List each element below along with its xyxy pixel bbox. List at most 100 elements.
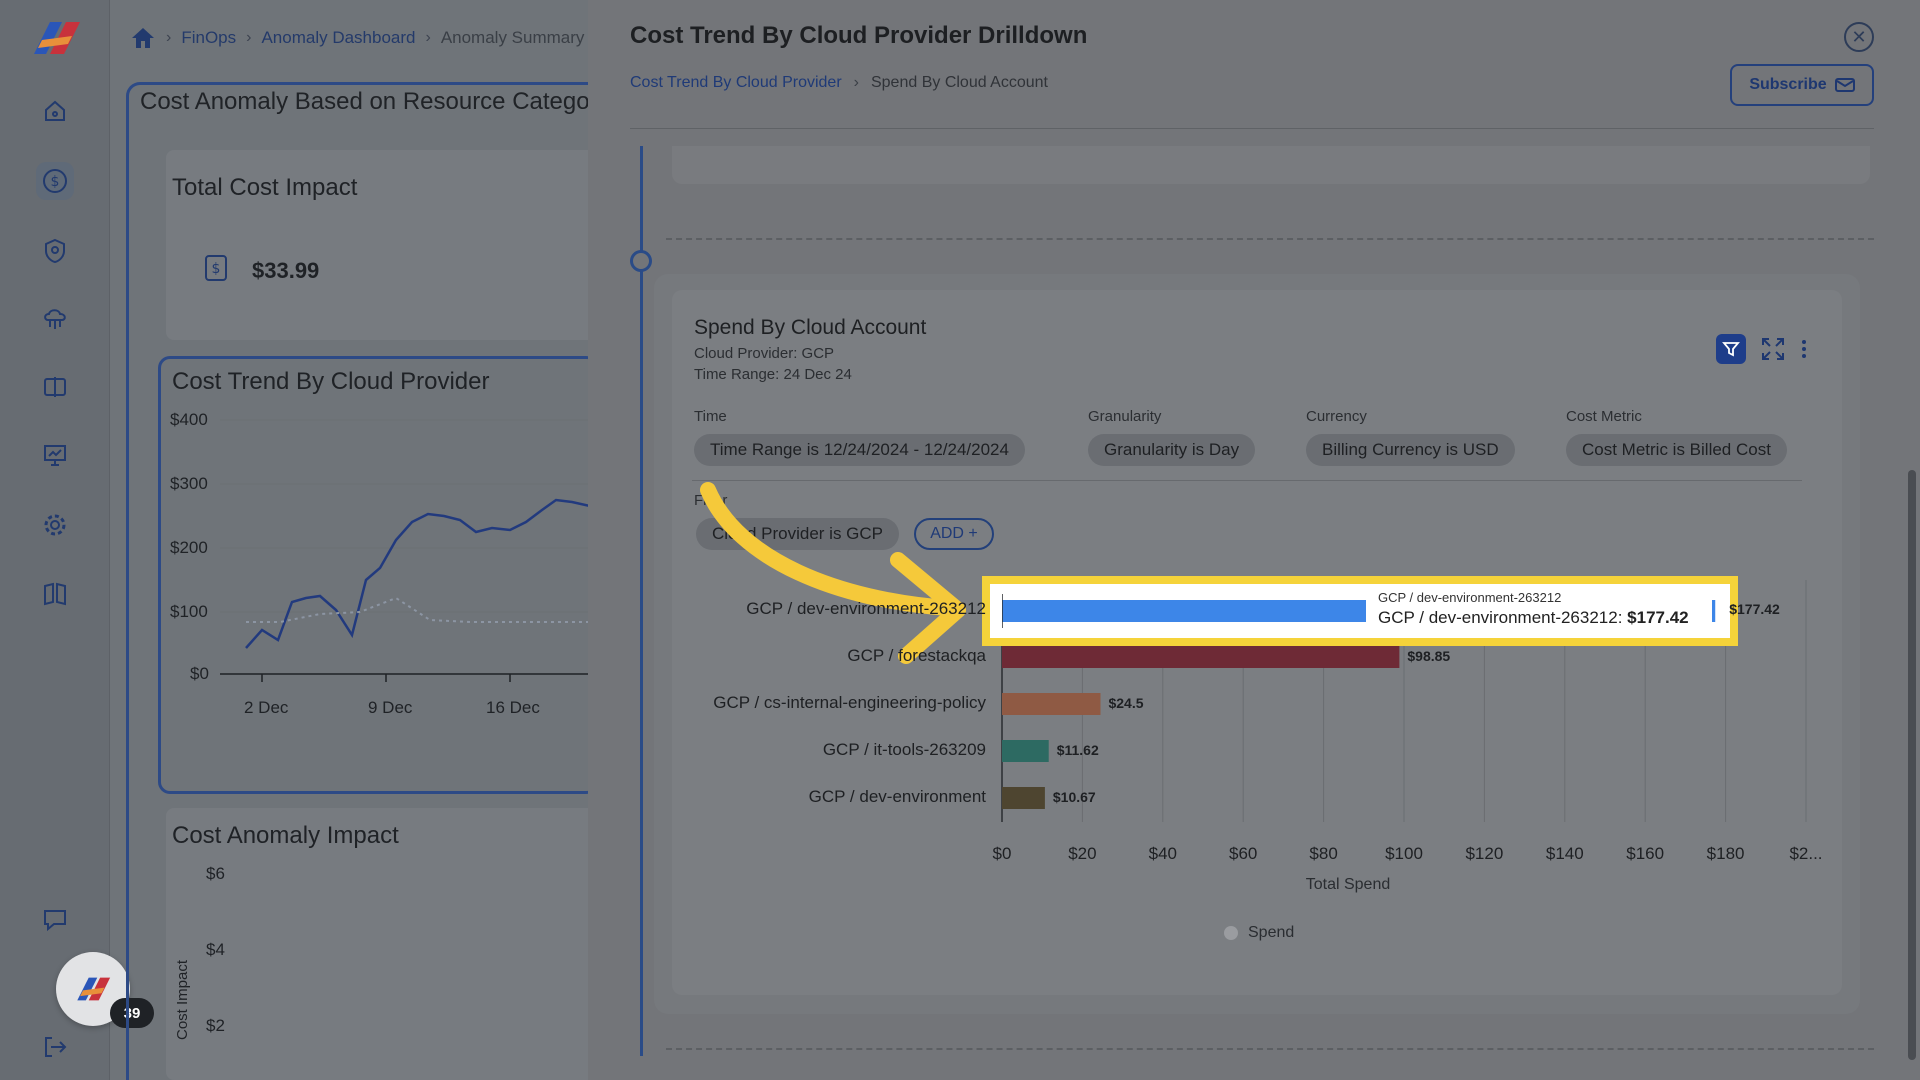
y-axis-label: Cost Impact — [174, 959, 191, 1040]
resource-category-panel — [126, 82, 596, 1080]
x-tick-label: $180 — [1706, 844, 1745, 863]
cost-trend-card[interactable] — [158, 356, 598, 794]
drawer-breadcrumb: Cost Trend By Cloud Provider › Spend By … — [630, 74, 1048, 92]
home-icon[interactable] — [36, 92, 74, 130]
more-vertical-icon[interactable] — [1798, 336, 1810, 362]
shield-icon[interactable] — [36, 232, 74, 270]
value-label: $98.85 — [1407, 648, 1451, 664]
x-tick-label: $2... — [1789, 844, 1823, 863]
cloud-network-icon[interactable] — [36, 300, 74, 338]
bar[interactable] — [1002, 693, 1101, 715]
total-cost-value: $33.99 — [252, 258, 320, 283]
gear-icon[interactable] — [36, 506, 74, 544]
anomaly-impact-title: Cost Anomaly Impact — [172, 822, 399, 849]
svg-text:$: $ — [51, 174, 60, 190]
breadcrumb-anomaly-dashboard[interactable]: Anomaly Dashboard — [261, 28, 416, 47]
crumb-cost-trend[interactable]: Cost Trend By Cloud Provider — [630, 74, 842, 91]
dashed-divider — [666, 238, 1874, 240]
bar-tooltip: GCP / dev-environment-263212 GCP / dev-e… — [1366, 584, 1712, 638]
timeline-line — [640, 146, 643, 1056]
bar[interactable] — [1002, 740, 1049, 762]
x-tick: 16 Dec — [486, 698, 540, 717]
panel-title: Cost Anomaly Based on Resource Category — [140, 88, 610, 115]
presentation-icon[interactable] — [36, 436, 74, 474]
expand-icon[interactable] — [1760, 336, 1786, 362]
assistant-logo-icon — [77, 977, 111, 1001]
value-label: $177.42 — [1729, 601, 1780, 617]
total-cost-title: Total Cost Impact — [172, 174, 358, 201]
dollar-icon[interactable]: $ — [36, 162, 74, 200]
y-tick: $6 — [206, 864, 225, 883]
drilldown-drawer: Cost Trend By Cloud Provider Drilldown ✕… — [588, 0, 1920, 1080]
legend-marker — [1224, 926, 1238, 940]
time-range-chip[interactable]: Time Range is 12/24/2024 - 12/24/2024 — [694, 434, 1025, 466]
tooltip-value: $177.42 — [1627, 608, 1689, 627]
value-label: $11.62 — [1056, 742, 1099, 758]
filter-button[interactable] — [1716, 334, 1746, 364]
previous-chart-card — [672, 146, 1870, 184]
trend-line-chart — [220, 419, 590, 682]
split-view-icon[interactable] — [36, 368, 74, 406]
book-icon[interactable] — [36, 574, 74, 612]
bar[interactable] — [1002, 646, 1400, 668]
x-tick-label: $20 — [1068, 844, 1097, 863]
money-receipt-icon: $ — [205, 255, 227, 281]
legend-label: Spend — [1248, 924, 1295, 941]
x-tick-label: $0 — [992, 844, 1012, 863]
y-tick: $200 — [170, 538, 208, 557]
time-filter-label: Time — [694, 408, 727, 425]
logout-icon[interactable] — [36, 1028, 74, 1066]
x-tick-label: $140 — [1545, 844, 1584, 863]
y-tick: $0 — [190, 664, 209, 683]
filter-divider — [692, 480, 1802, 481]
y-tick: $400 — [170, 410, 208, 429]
granularity-chip[interactable]: Granularity is Day — [1088, 434, 1256, 466]
chat-icon[interactable] — [36, 900, 74, 938]
trend-series-line — [245, 498, 590, 649]
close-button[interactable]: ✕ — [1844, 22, 1874, 52]
x-tick-label: $40 — [1148, 844, 1177, 863]
granularity-label: Granularity — [1088, 408, 1162, 425]
timeline-node[interactable] — [630, 250, 652, 272]
category-label: GCP / dev-environment-263212 — [746, 599, 986, 618]
cloud-provider-subtitle: Cloud Provider: GCP — [694, 345, 835, 362]
chevron-right-icon: › — [853, 74, 859, 91]
sidebar: $ — [0, 0, 110, 1080]
category-label: GCP / it-tools-263209 — [822, 740, 986, 759]
currency-chip[interactable]: Billing Currency is USD — [1306, 434, 1515, 466]
total-cost-card — [166, 150, 606, 340]
subscribe-label: Subscribe — [1749, 76, 1827, 93]
dashboard-background: › FinOps › Anomaly Dashboard › Anomaly S… — [110, 0, 610, 1080]
time-range-subtitle: Time Range: 24 Dec 24 — [694, 366, 852, 383]
app-logo[interactable] — [28, 18, 84, 58]
anomaly-impact-card — [166, 808, 606, 1080]
chevron-right-icon: › — [246, 29, 252, 46]
x-tick-label: $80 — [1309, 844, 1338, 863]
chevron-right-icon: › — [425, 29, 431, 46]
chart-legend[interactable]: Spend — [1224, 924, 1294, 942]
drawer-title: Cost Trend By Cloud Provider Drilldown — [630, 22, 1088, 49]
trend-baseline-line — [246, 596, 590, 623]
x-tick-label: $120 — [1465, 844, 1504, 863]
x-tick-label: $60 — [1229, 844, 1258, 863]
x-tick: 2 Dec — [244, 698, 289, 717]
tooltip-body: GCP / dev-environment-263212: $177.42 — [1378, 608, 1689, 628]
close-icon: ✕ — [1851, 26, 1867, 47]
cost-trend-title: Cost Trend By Cloud Provider — [172, 368, 490, 395]
y-tick: $300 — [170, 474, 208, 493]
breadcrumb: › FinOps › Anomaly Dashboard › Anomaly S… — [130, 26, 584, 50]
tooltip-category: GCP / dev-environment-263212: — [1378, 608, 1623, 627]
home-icon[interactable] — [130, 26, 156, 50]
filter-icon — [1722, 342, 1740, 357]
chevron-right-icon: › — [166, 29, 172, 46]
breadcrumb-finops[interactable]: FinOps — [181, 28, 237, 47]
x-tick-label: $100 — [1385, 844, 1423, 863]
dashed-divider — [666, 1048, 1874, 1050]
category-label: GCP / cs-internal-engineering-policy — [713, 693, 986, 712]
subscribe-button[interactable]: Subscribe — [1730, 64, 1874, 106]
cost-metric-chip[interactable]: Cost Metric is Billed Cost — [1566, 434, 1787, 466]
tooltip-header: GCP / dev-environment-263212 — [1378, 590, 1562, 605]
svg-text:$: $ — [212, 261, 221, 277]
bar[interactable] — [1002, 787, 1045, 809]
scrollbar[interactable] — [1908, 470, 1916, 1060]
